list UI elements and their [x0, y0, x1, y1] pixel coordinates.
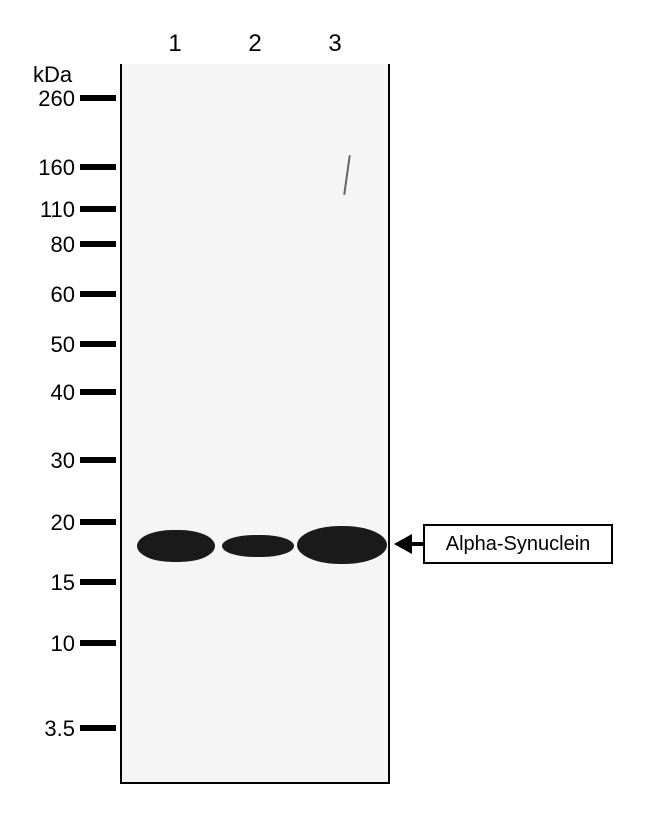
ladder-label-160: 160	[38, 155, 75, 181]
ladder-label-30: 30	[51, 448, 75, 474]
lane-number-3: 3	[325, 30, 345, 58]
ladder-tick-15	[80, 579, 116, 585]
protein-arrow-line	[410, 542, 424, 546]
protein-label-text: Alpha-Synuclein	[446, 533, 591, 556]
ladder-tick-50	[80, 341, 116, 347]
ladder-tick-10	[80, 640, 116, 646]
ladder-tick-40	[80, 389, 116, 395]
ladder-tick-160	[80, 164, 116, 170]
ladder-label-20: 20	[51, 510, 75, 536]
ladder-tick-60	[80, 291, 116, 297]
western-blot-figure: kDa 1 2 3 260 160 110 80 60 50 40 30 20 …	[0, 0, 650, 813]
ladder-tick-30	[80, 457, 116, 463]
ladder-label-10: 10	[51, 631, 75, 657]
ladder-tick-3-5	[80, 725, 116, 731]
protein-label-box: Alpha-Synuclein	[423, 524, 613, 564]
ladder-label-80: 80	[51, 232, 75, 258]
ladder-tick-110	[80, 206, 116, 212]
ladder-label-50: 50	[51, 332, 75, 358]
lane-number-1: 1	[165, 30, 185, 58]
band-lane-3	[297, 526, 387, 564]
blot-membrane	[120, 64, 390, 784]
band-lane-2	[222, 535, 294, 557]
ladder-label-40: 40	[51, 380, 75, 406]
ladder-tick-20	[80, 519, 116, 525]
ladder-label-60: 60	[51, 282, 75, 308]
ladder-tick-260	[80, 95, 116, 101]
membrane-artifact	[343, 155, 351, 195]
lane-number-2: 2	[245, 30, 265, 58]
ladder-tick-80	[80, 241, 116, 247]
axis-unit-label: kDa	[33, 62, 72, 88]
ladder-label-3-5: 3.5	[44, 716, 75, 742]
band-lane-1	[137, 530, 215, 562]
ladder-label-260: 260	[38, 86, 75, 112]
ladder-label-110: 110	[40, 197, 75, 223]
ladder-label-15: 15	[51, 570, 75, 596]
